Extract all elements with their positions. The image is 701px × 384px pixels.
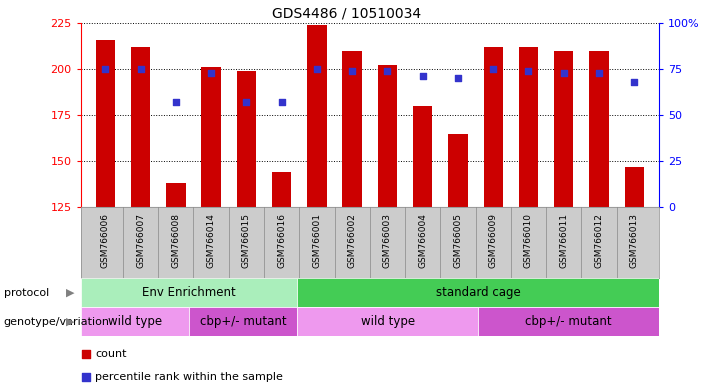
Bar [81, 307, 189, 336]
Bar [95, 40, 115, 207]
Bar [343, 51, 362, 207]
Point [416, 285, 428, 291]
Text: GSM766005: GSM766005 [454, 213, 463, 268]
Point [593, 70, 604, 76]
Text: cbp+/- mutant: cbp+/- mutant [525, 315, 612, 328]
Point [523, 68, 534, 74]
Bar [297, 307, 478, 336]
Text: GSM766007: GSM766007 [136, 213, 145, 268]
Point [417, 73, 428, 79]
Point [240, 99, 252, 105]
Bar [519, 47, 538, 207]
Bar [478, 307, 659, 336]
Bar [81, 278, 297, 307]
Text: cbp+/- mutant: cbp+/- mutant [200, 315, 287, 328]
Text: percentile rank within the sample: percentile rank within the sample [95, 372, 283, 382]
Text: Env Enrichment: Env Enrichment [142, 286, 236, 299]
Bar [131, 47, 150, 207]
Text: GSM766008: GSM766008 [171, 213, 180, 268]
Bar [625, 167, 644, 207]
Text: standard cage: standard cage [436, 286, 521, 299]
Text: ▶: ▶ [66, 288, 74, 298]
Point [135, 66, 147, 72]
Point [382, 68, 393, 74]
Text: GSM766013: GSM766013 [629, 213, 639, 268]
Text: GSM766010: GSM766010 [524, 213, 533, 268]
Text: GSM766004: GSM766004 [418, 213, 427, 268]
Text: count: count [95, 349, 127, 359]
Bar [201, 67, 221, 207]
Point [205, 70, 217, 76]
Text: GSM766006: GSM766006 [101, 213, 110, 268]
Point [311, 66, 322, 72]
Text: ▶: ▶ [66, 316, 74, 327]
Point [629, 79, 640, 85]
Text: GSM766011: GSM766011 [559, 213, 569, 268]
Bar [554, 51, 573, 207]
Text: GSM766009: GSM766009 [489, 213, 498, 268]
Point [346, 68, 358, 74]
Bar [272, 172, 292, 207]
Text: GSM766003: GSM766003 [383, 213, 392, 268]
Text: genotype/variation: genotype/variation [4, 316, 109, 327]
Bar [413, 106, 433, 207]
Text: protocol: protocol [4, 288, 49, 298]
Text: wild type: wild type [108, 315, 162, 328]
Text: GSM766015: GSM766015 [242, 213, 251, 268]
Point [416, 74, 428, 80]
Bar [484, 47, 503, 207]
Bar [237, 71, 256, 207]
Bar [307, 25, 327, 207]
Title: GDS4486 / 10510034: GDS4486 / 10510034 [272, 7, 421, 20]
Point [558, 70, 569, 76]
Bar [166, 184, 186, 207]
Bar [297, 278, 659, 307]
Text: wild type: wild type [361, 315, 415, 328]
Point [488, 66, 499, 72]
Bar [378, 65, 397, 207]
Text: GSM766012: GSM766012 [594, 213, 604, 268]
Text: GSM766014: GSM766014 [207, 213, 216, 268]
Bar [448, 134, 468, 207]
Text: GSM766001: GSM766001 [313, 213, 321, 268]
Text: GSM766016: GSM766016 [277, 213, 286, 268]
Bar [590, 51, 608, 207]
Bar [189, 307, 297, 336]
Text: GSM766002: GSM766002 [348, 213, 357, 268]
Point [276, 99, 287, 105]
Point [100, 66, 111, 72]
Point [452, 75, 463, 81]
Point [170, 99, 182, 105]
